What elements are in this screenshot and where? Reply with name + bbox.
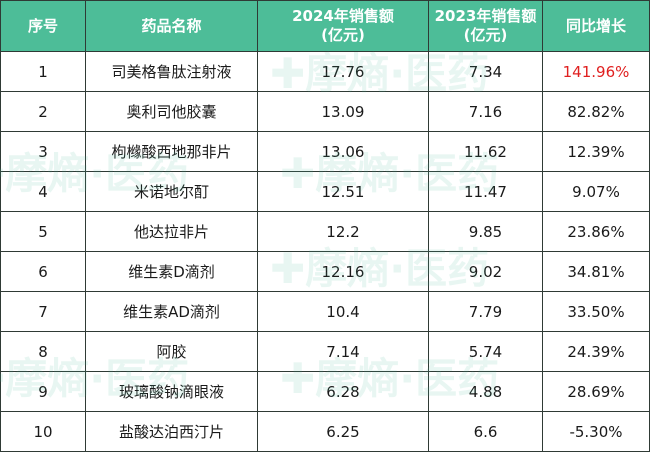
- cell-growth: 33.50%: [542, 291, 650, 332]
- table-row: 7 维生素AD滴剂 10.4 7.79 33.50%: [0, 291, 650, 332]
- header-sales-2023-unit: (亿元): [463, 26, 508, 44]
- cell-index: 3: [0, 131, 86, 172]
- header-growth: 同比增长: [542, 0, 650, 52]
- cell-growth: 24.39%: [542, 331, 650, 372]
- cell-sales-2024: 7.14: [257, 331, 429, 372]
- cell-sales-2024: 10.4: [257, 291, 429, 332]
- cell-sales-2023: 7.79: [428, 291, 543, 332]
- table-row: 10 盐酸达泊西汀片 6.25 6.6 -5.30%: [0, 411, 650, 452]
- cell-sales-2023: 4.88: [428, 371, 543, 412]
- cell-index: 9: [0, 371, 86, 412]
- cell-index: 6: [0, 251, 86, 292]
- table-row: 6 维生素D滴剂 12.16 9.02 34.81%: [0, 251, 650, 292]
- cell-index: 2: [0, 91, 86, 132]
- cell-drug-name: 奥利司他胶囊: [85, 91, 258, 132]
- cell-drug-name: 司美格鲁肽注射液: [85, 51, 258, 92]
- cell-index: 7: [0, 291, 86, 332]
- header-drug-name: 药品名称: [85, 0, 258, 52]
- table-row: 1 司美格鲁肽注射液 17.76 7.34 141.96%: [0, 51, 650, 92]
- cell-growth: 12.39%: [542, 131, 650, 172]
- cell-growth-highlight: 141.96%: [542, 51, 650, 92]
- cell-sales-2023: 6.6: [428, 411, 543, 452]
- cell-growth: 28.69%: [542, 371, 650, 412]
- cell-sales-2023: 9.02: [428, 251, 543, 292]
- cell-index: 8: [0, 331, 86, 372]
- cell-index: 5: [0, 211, 86, 252]
- header-sales-2024-line1: 2024年销售额: [292, 7, 394, 25]
- cell-growth: 34.81%: [542, 251, 650, 292]
- cell-sales-2024: 12.2: [257, 211, 429, 252]
- cell-drug-name: 阿胶: [85, 331, 258, 372]
- cell-sales-2023: 7.34: [428, 51, 543, 92]
- cell-growth: 23.86%: [542, 211, 650, 252]
- table-row: 4 米诺地尔酊 12.51 11.47 9.07%: [0, 171, 650, 212]
- cell-drug-name: 盐酸达泊西汀片: [85, 411, 258, 452]
- cell-drug-name: 维生素D滴剂: [85, 251, 258, 292]
- cell-index: 4: [0, 171, 86, 212]
- cell-sales-2023: 9.85: [428, 211, 543, 252]
- header-sales-2024: 2024年销售额 (亿元): [257, 0, 429, 52]
- cell-drug-name: 维生素AD滴剂: [85, 291, 258, 332]
- table-row: 8 阿胶 7.14 5.74 24.39%: [0, 331, 650, 372]
- header-row: 序号 药品名称 2024年销售额 (亿元) 2023年销售额 (亿元) 同比增长: [0, 0, 650, 52]
- table-row: 9 玻璃酸钠滴眼液 6.28 4.88 28.69%: [0, 371, 650, 412]
- cell-sales-2024: 6.25: [257, 411, 429, 452]
- cell-sales-2023: 11.62: [428, 131, 543, 172]
- cell-index: 1: [0, 51, 86, 92]
- cell-drug-name: 米诺地尔酊: [85, 171, 258, 212]
- cell-drug-name: 枸橼酸西地那非片: [85, 131, 258, 172]
- header-sales-2024-unit: (亿元): [321, 26, 365, 44]
- cell-sales-2024: 17.76: [257, 51, 429, 92]
- cell-sales-2023: 5.74: [428, 331, 543, 372]
- cell-growth: -5.30%: [542, 411, 650, 452]
- table-row: 5 他达拉非片 12.2 9.85 23.86%: [0, 211, 650, 252]
- cell-growth: 82.82%: [542, 91, 650, 132]
- cell-sales-2024: 13.06: [257, 131, 429, 172]
- cell-drug-name: 他达拉非片: [85, 211, 258, 252]
- table-row: 3 枸橼酸西地那非片 13.06 11.62 12.39%: [0, 131, 650, 172]
- cell-sales-2024: 6.28: [257, 371, 429, 412]
- cell-index: 10: [0, 411, 86, 452]
- header-index: 序号: [0, 0, 86, 52]
- cell-sales-2024: 12.51: [257, 171, 429, 212]
- cell-sales-2024: 12.16: [257, 251, 429, 292]
- cell-drug-name: 玻璃酸钠滴眼液: [85, 371, 258, 412]
- cell-growth: 9.07%: [542, 171, 650, 212]
- header-sales-2023-line1: 2023年销售额: [434, 7, 537, 25]
- cell-sales-2023: 7.16: [428, 91, 543, 132]
- table-row: 2 奥利司他胶囊 13.09 7.16 82.82%: [0, 91, 650, 132]
- cell-sales-2024: 13.09: [257, 91, 429, 132]
- cell-sales-2023: 11.47: [428, 171, 543, 212]
- header-sales-2023: 2023年销售额 (亿元): [428, 0, 543, 52]
